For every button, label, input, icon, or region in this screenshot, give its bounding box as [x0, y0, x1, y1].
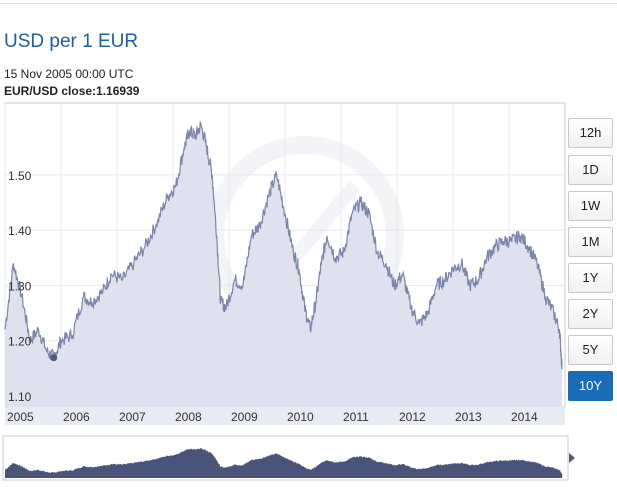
x-tick-label: 2008: [175, 410, 202, 424]
chart-title: USD per 1 EUR: [4, 31, 139, 52]
navigator-area: [5, 448, 563, 478]
price-line: [4, 121, 563, 370]
range-button-1y[interactable]: 1Y: [568, 263, 613, 293]
y-tick-label: 1.50: [8, 169, 32, 183]
y-tick-label: 1.30: [8, 279, 32, 293]
x-tick-label: 2010: [287, 410, 314, 424]
y-tick-label: 1.40: [8, 224, 32, 238]
top-divider: [0, 3, 617, 4]
range-button-1m[interactable]: 1M: [568, 227, 613, 257]
x-tick-label: 2007: [119, 410, 146, 424]
price-area: [5, 122, 563, 407]
range-button-1w[interactable]: 1W: [568, 191, 613, 221]
x-tick-label: 2009: [231, 410, 258, 424]
range-button-2y[interactable]: 2Y: [568, 299, 613, 329]
range-button-10y[interactable]: 10Y: [568, 371, 613, 401]
x-tick-label: 2014: [511, 410, 538, 424]
x-tick-label: 2005: [7, 410, 34, 424]
pair-label: EUR/USD: [4, 84, 59, 98]
x-tick-label: 2006: [63, 410, 90, 424]
x-axis-ticks: 2005 2006 2007 2008 2009 2010 2011 2012 2013 2014: [7, 410, 538, 424]
x-tick-label: 2012: [399, 410, 426, 424]
range-button-5y[interactable]: 5Y: [568, 335, 613, 365]
range-button-12h[interactable]: 12h: [568, 118, 613, 148]
x-axis-band: [5, 407, 565, 425]
hover-date: 15 Nov 2005 00:00 UTC: [4, 67, 134, 81]
y-axis-ticks: 1.10 1.20 1.30 1.40 1.50: [8, 169, 32, 404]
close-value: 1.16939: [96, 84, 140, 98]
range-button-1d[interactable]: 1D: [568, 155, 613, 185]
hover-point[interactable]: [50, 354, 58, 362]
y-tick-label: 1.20: [8, 335, 32, 349]
close-text: close:: [61, 84, 97, 98]
close-readout: EUR/USD close:1.16939: [4, 84, 139, 98]
x-tick-label: 2013: [455, 410, 482, 424]
navigator-handle-icon[interactable]: [569, 453, 575, 463]
y-tick-label: 1.10: [8, 390, 32, 404]
x-tick-label: 2011: [343, 410, 369, 424]
